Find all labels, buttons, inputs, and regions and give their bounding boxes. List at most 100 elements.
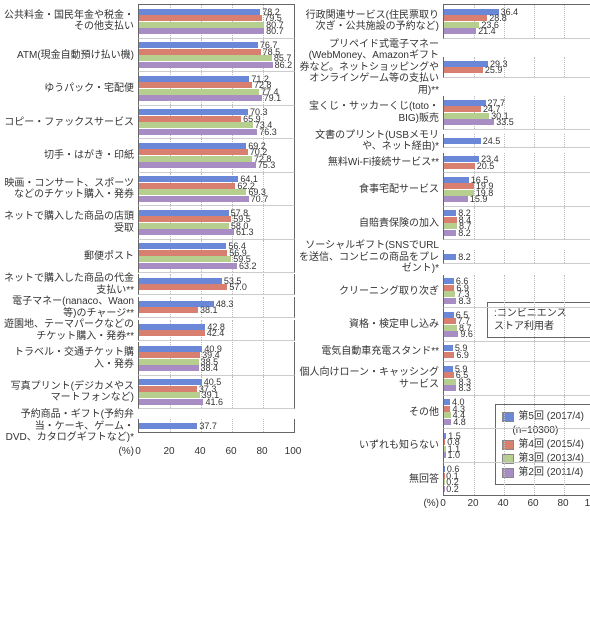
bar: 61.3 bbox=[139, 229, 234, 235]
bar: 5.9 bbox=[444, 345, 453, 351]
plot-area: 57.859.558.061.3 bbox=[138, 206, 295, 240]
bar-value: 63.2 bbox=[239, 261, 257, 271]
plot-area: 23.420.5 bbox=[443, 153, 590, 174]
chart-row: 自賠責保険の加入8.28.48.78.2 bbox=[299, 207, 590, 241]
bar: 57.8 bbox=[139, 210, 229, 216]
plot-area: 78.279.580.780.7 bbox=[138, 4, 295, 39]
bar: 40.9 bbox=[139, 346, 202, 352]
category-label: 文書のプリント(USBメモリや、ネット経由)* bbox=[299, 130, 443, 153]
bar: 39.4 bbox=[139, 352, 200, 358]
bar: 24.7 bbox=[444, 106, 481, 112]
plot-area: 64.162.269.370.7 bbox=[138, 173, 295, 207]
chart-row: トラベル・交通チケット購入・発券40.939.438.538.4 bbox=[4, 342, 295, 376]
plot-area: 1.50.81.11.0 bbox=[443, 429, 590, 463]
axis-tick: 0 bbox=[440, 498, 446, 509]
bar: 77.4 bbox=[139, 89, 259, 95]
bar: 4.4 bbox=[444, 412, 451, 418]
plot-area: 71.272.877.479.1 bbox=[138, 72, 295, 106]
chart-row: 予約商品・ギフト(予約弁当・ケーキ、ゲーム・DVD、カタログギフトなど)*37.… bbox=[4, 409, 295, 444]
plot-area: 8.2 bbox=[443, 250, 590, 264]
category-label: 公共料金・国民年金や税金・その他支払い bbox=[4, 10, 138, 33]
bar-value: 4.8 bbox=[453, 417, 466, 427]
plot-area: 42.842.4 bbox=[138, 320, 295, 341]
bar-value: 76.3 bbox=[259, 127, 277, 137]
plot-area: 53.557.0 bbox=[138, 274, 295, 295]
bar: 8.3 bbox=[444, 298, 456, 304]
bar-value: 25.9 bbox=[485, 65, 503, 75]
plot-area: 16.519.919.815.9 bbox=[443, 173, 590, 207]
axis-tick: 40 bbox=[194, 446, 205, 457]
bar-value: 20.5 bbox=[477, 161, 495, 171]
bar: 8.3 bbox=[444, 385, 456, 391]
bar: 78.5 bbox=[139, 49, 261, 55]
plot-area: 56.456.959.563.2 bbox=[138, 240, 295, 274]
bar: 70.3 bbox=[139, 109, 248, 115]
chart-row: その他4.04.34.44.8 bbox=[299, 396, 590, 430]
category-label: ATM(現金自動預け払い機) bbox=[4, 50, 138, 62]
bar-value: 48.3 bbox=[216, 299, 234, 309]
category-label: ゆうパック・宅配便 bbox=[4, 83, 138, 95]
chart-row: 遊園地、テーマパークなどのチケット購入・発券**42.842.4 bbox=[4, 319, 295, 342]
chart-row: コピー・ファックスサービス70.365.973.476.3 bbox=[4, 106, 295, 140]
axis-tick: 80 bbox=[256, 446, 267, 457]
chart-row: ソーシャルギフト(SNSでURLを送信、コンビニの商品をプレゼント)*8.2 bbox=[299, 240, 590, 275]
bar: 56.4 bbox=[139, 243, 226, 249]
bar-value: 70.7 bbox=[251, 194, 269, 204]
chart-row: 無回答0.60.10.20.2 bbox=[299, 463, 590, 497]
category-label: 個人向けローン・キャッシングサービス bbox=[299, 367, 443, 390]
chart-row: ATM(現金自動預け払い機)76.778.585.786.2 bbox=[4, 39, 295, 73]
bar: 76.7 bbox=[139, 42, 258, 48]
x-axis: (%)020406080100 bbox=[299, 498, 590, 510]
axis-tick: 0 bbox=[135, 446, 141, 457]
bar: 0.8 bbox=[444, 439, 445, 445]
plot-area: 48.338.1 bbox=[138, 297, 295, 318]
category-label: プリペイド式電子マネー(WebMoney、Amazonギフト券など。ネットショッ… bbox=[299, 39, 443, 97]
bar: 6.9 bbox=[444, 352, 454, 358]
bar-value: 80.7 bbox=[266, 26, 284, 36]
bar: 20.5 bbox=[444, 163, 475, 169]
bar: 8.2 bbox=[444, 210, 456, 216]
bar: 58.0 bbox=[139, 223, 229, 229]
bar: 6.6 bbox=[444, 278, 454, 284]
category-label: 写真プリント(デジカメやスマートフォンなど) bbox=[4, 381, 138, 404]
bar: 24.5 bbox=[444, 138, 481, 144]
bar: 63.2 bbox=[139, 263, 237, 269]
plot-area: 5.96.58.38.3 bbox=[443, 362, 590, 396]
bar: 70.7 bbox=[139, 196, 249, 202]
axis-tick: 60 bbox=[225, 446, 236, 457]
left-panel: 公共料金・国民年金や税金・その他支払い78.279.580.780.7ATM(現… bbox=[4, 4, 295, 510]
category-label: 遊園地、テーマパークなどのチケット購入・発券** bbox=[4, 319, 138, 342]
bar: 30.1 bbox=[444, 113, 489, 119]
bar: 7.3 bbox=[444, 291, 455, 297]
bar: 72.8 bbox=[139, 156, 252, 162]
bar: 37.7 bbox=[139, 423, 197, 429]
bar: 53.5 bbox=[139, 278, 222, 284]
plot-area: 0.60.10.20.2 bbox=[443, 463, 590, 497]
bar: 59.5 bbox=[139, 216, 231, 222]
bar: 8.2 bbox=[444, 230, 456, 236]
bar: 75.3 bbox=[139, 162, 256, 168]
chart-row: プリペイド式電子マネー(WebMoney、Amazonギフト券など。ネットショッ… bbox=[299, 39, 590, 97]
bar: 4.0 bbox=[444, 399, 450, 405]
category-label: クリーニング取り次ぎ bbox=[299, 286, 443, 298]
bar: 29.3 bbox=[444, 61, 488, 67]
chart-row: クリーニング取り次ぎ6.66.97.38.3 bbox=[299, 275, 590, 309]
chart-row: ネットで購入した商品の店頭受取57.859.558.061.3 bbox=[4, 206, 295, 240]
bar: 23.6 bbox=[444, 22, 479, 28]
bar: 42.4 bbox=[139, 330, 205, 336]
category-label: 予約商品・ギフト(予約弁当・ケーキ、ゲーム・DVD、カタログギフトなど)* bbox=[4, 409, 138, 444]
bar: 23.4 bbox=[444, 156, 479, 162]
plot-area: 40.939.438.538.4 bbox=[138, 342, 295, 376]
chart-row: 切手・はがき・印紙69.270.272.875.3 bbox=[4, 139, 295, 173]
bar: 78.2 bbox=[139, 9, 260, 15]
chart-row: 個人向けローン・キャッシングサービス5.96.58.38.3 bbox=[299, 362, 590, 396]
chart-row: 宝くじ・サッカーくじ(toto・BIG)販売27.724.730.133.5 bbox=[299, 96, 590, 130]
bar: 33.5 bbox=[444, 119, 494, 125]
plot-area: 69.270.272.875.3 bbox=[138, 139, 295, 173]
bar: 8.2 bbox=[444, 254, 456, 260]
bar: 69.3 bbox=[139, 189, 246, 195]
category-label: その他 bbox=[299, 407, 443, 419]
chart-row: 郵便ポスト56.456.959.563.2 bbox=[4, 240, 295, 274]
bar: 72.8 bbox=[139, 82, 252, 88]
bar: 7.7 bbox=[444, 318, 456, 324]
